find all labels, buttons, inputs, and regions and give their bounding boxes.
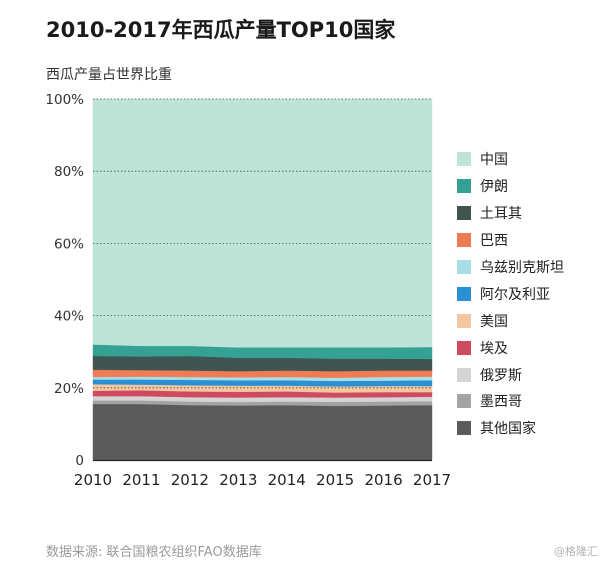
chart-title: 2010-2017年西瓜产量TOP10国家	[46, 18, 396, 42]
x-tick-label: 2012	[171, 471, 209, 489]
legend-item: 伊朗	[457, 173, 564, 200]
y-tick-label: 100%	[45, 92, 84, 108]
x-tick-label: 2011	[122, 471, 160, 489]
legend-swatch	[457, 367, 471, 382]
legend-label: 伊朗	[480, 179, 508, 196]
y-tick-label: 60%	[54, 236, 84, 252]
legend-swatch	[457, 394, 471, 409]
legend-label: 土耳其	[480, 206, 522, 223]
x-tick-labels: 2010 2011 2012 2013 2014 2015 2016 2017	[74, 471, 451, 489]
x-tick-label: 2015	[316, 471, 354, 489]
legend-item: 阿尔及利亚	[457, 280, 564, 307]
legend-swatch	[457, 313, 471, 328]
area-series-10	[92, 98, 433, 348]
legend-item: 美国	[457, 307, 564, 334]
legend-label: 巴西	[480, 233, 508, 250]
legend-swatch	[457, 206, 471, 221]
y-axis-title: 西瓜产量占世界比重	[46, 67, 172, 83]
legend-item: 乌兹别克斯坦	[457, 254, 564, 281]
legend-swatch	[457, 152, 471, 167]
x-tick-label: 2016	[364, 471, 402, 489]
y-tick-label: 0	[75, 453, 84, 469]
x-tick-label: 2017	[413, 471, 451, 489]
gridlines	[93, 98, 432, 389]
chart-legend: 中国伊朗土耳其巴西乌兹别克斯坦 阿尔及利亚美国埃及俄罗斯墨西哥其他国家	[457, 146, 564, 442]
area-series-0	[92, 403, 433, 461]
legend-item: 土耳其	[457, 200, 564, 227]
legend-label: 俄罗斯	[480, 367, 522, 384]
legend-swatch	[457, 260, 471, 274]
watermark: @格隆汇	[554, 545, 598, 558]
legend-item: 墨西哥	[457, 388, 564, 415]
legend-swatch	[457, 421, 471, 436]
y-tick-label: 20%	[54, 381, 84, 397]
legend-label: 乌兹别克斯坦	[480, 260, 564, 276]
y-tick-labels: 0 20% 40% 60% 80% 100%	[45, 92, 84, 469]
legend-item: 埃及	[457, 334, 564, 361]
legend-label: 其他国家	[480, 421, 536, 438]
y-tick-label: 80%	[54, 164, 84, 180]
legend-label: 中国	[480, 152, 508, 169]
legend-item: 俄罗斯	[457, 361, 564, 388]
legend-item: 巴西	[457, 227, 564, 254]
legend-label: 墨西哥	[480, 394, 522, 411]
legend-swatch	[457, 286, 471, 301]
legend-label: 埃及	[480, 340, 508, 357]
data-source: 数据来源: 联合国粮农组织FAO数据库	[46, 545, 262, 560]
legend-item: 其他国家	[457, 415, 564, 442]
legend-swatch	[457, 340, 471, 355]
x-tick-label: 2014	[268, 471, 306, 489]
legend-label: 美国	[480, 313, 508, 330]
legend-item: 中国	[457, 146, 564, 173]
legend-label: 阿尔及利亚	[480, 286, 550, 303]
area-layers	[92, 98, 433, 461]
legend-swatch	[457, 179, 471, 194]
y-tick-label: 40%	[54, 309, 84, 325]
x-tick-label: 2013	[219, 471, 257, 489]
legend-swatch	[457, 233, 471, 248]
x-tick-label: 2010	[74, 471, 112, 489]
